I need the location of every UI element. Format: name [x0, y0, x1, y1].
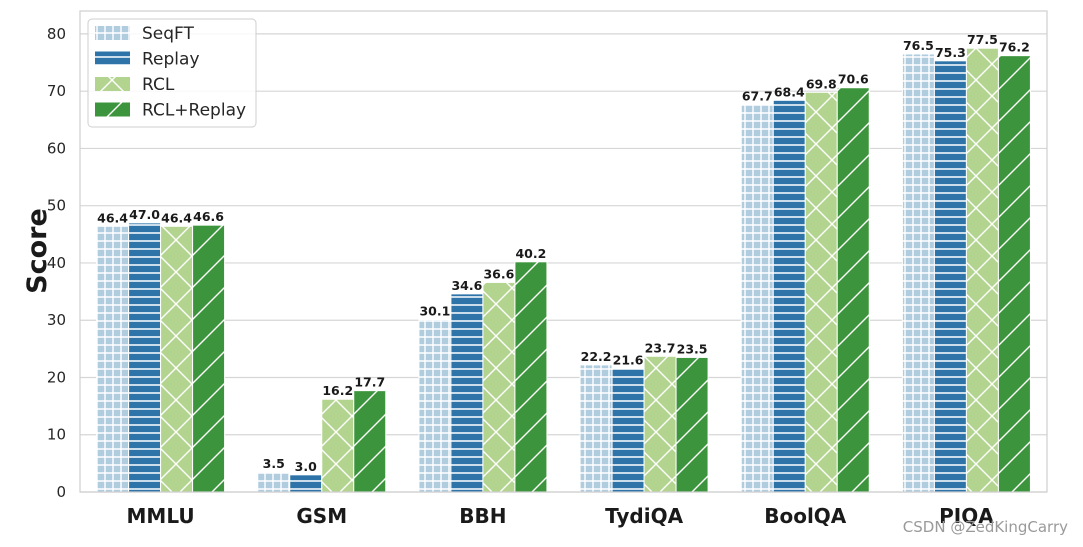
plot-frame [79, 10, 1048, 493]
data-label: 46.6 [193, 209, 224, 224]
bar-hatch [998, 55, 1031, 493]
data-label: 67.7 [742, 88, 773, 103]
data-label: 77.5 [967, 32, 998, 47]
legend-label: SeqFT [142, 24, 195, 44]
legend-swatch-hatch [95, 102, 130, 117]
data-label: 34.6 [451, 278, 482, 293]
bar-hatch [773, 100, 806, 492]
bar-hatch [257, 471, 290, 492]
data-label: 40.2 [515, 246, 546, 261]
x-tick-label: TydiQA [605, 504, 683, 528]
y-tick-label: 80 [47, 25, 66, 43]
y-tick-label: 60 [47, 139, 66, 157]
bar-hatch [805, 92, 838, 493]
data-label: 46.4 [161, 210, 192, 225]
bar-hatch [418, 319, 451, 492]
legend: SeqFT Replay RCL RCL+Replay [87, 18, 257, 128]
bar-hatch [644, 356, 677, 492]
bar-hatch [580, 364, 613, 492]
legend-swatch-hatch [95, 77, 130, 91]
bar-hatch [966, 48, 999, 492]
x-tick-label: BBH [459, 504, 506, 528]
data-label: 3.0 [295, 459, 317, 474]
bar-hatch [612, 368, 645, 492]
data-label: 75.3 [935, 45, 966, 60]
bar-hatch [96, 226, 129, 493]
y-tick-label: 0 [56, 483, 66, 501]
y-tick-label: 30 [47, 311, 66, 329]
bar-hatch [934, 60, 967, 492]
data-label: 69.8 [806, 76, 837, 91]
y-tick-label: 10 [47, 426, 66, 444]
bar-hatch [450, 293, 483, 492]
data-label: 21.6 [613, 352, 644, 367]
y-tick-label: 50 [47, 197, 66, 215]
bar-hatch [353, 390, 386, 492]
legend-label: RCL [142, 75, 175, 95]
gridlines [80, 33, 1047, 493]
watermark-text: CSDN @ZedKingCarry [903, 518, 1068, 536]
data-label: 70.6 [838, 72, 869, 87]
x-tick-label: GSM [296, 504, 347, 528]
legend-swatch-hatch [95, 51, 130, 66]
x-tick-label: MMLU [127, 504, 195, 528]
bar-hatch [160, 226, 193, 493]
y-tick-label: 40 [47, 254, 66, 272]
bar-hatch [676, 357, 709, 492]
data-label: 76.5 [903, 38, 934, 53]
data-label: 68.4 [774, 84, 805, 99]
bars [96, 47, 1031, 493]
x-tick-label: BoolQA [764, 504, 847, 528]
data-label: 76.2 [999, 40, 1030, 55]
data-label: 46.4 [97, 210, 128, 225]
bar-hatch [482, 282, 515, 492]
data-label: 30.1 [419, 304, 450, 319]
bar-hatch [128, 222, 161, 492]
bar-hatch [289, 474, 322, 492]
data-label: 17.7 [354, 375, 385, 390]
data-label: 23.7 [645, 340, 676, 355]
legend-label: Replay [142, 50, 200, 70]
x-tick-label: PIQA [939, 504, 994, 528]
y-tick-label: 20 [47, 368, 66, 386]
y-axis-label: Score [22, 208, 53, 294]
data-label: 23.5 [677, 341, 708, 356]
data-label: 3.5 [263, 456, 285, 471]
data-label: 36.6 [483, 266, 514, 281]
data-label: 22.2 [581, 349, 612, 364]
bar-hatch [837, 87, 870, 492]
bar-hatch [514, 261, 547, 492]
y-tick-label: 70 [47, 82, 66, 100]
legend-label: RCL+Replay [142, 101, 246, 121]
bar-hatch [192, 225, 225, 492]
data-labels: 46.4 47.0 46.4 46.63.5 3.016.217.730.134.636… [97, 32, 1030, 474]
bar-hatch [741, 104, 774, 492]
x-tick-labels: MMLU GSM BBH TydiQA BoolQA PIQA [127, 504, 995, 528]
y-tick-labels: 0 10 20 30 40 50 60 70 80 [47, 25, 66, 501]
data-label: 16.2 [322, 383, 353, 398]
data-label: 47.0 [129, 207, 160, 222]
legend-box [87, 18, 257, 128]
bar-hatch [321, 399, 354, 492]
bar-hatch [902, 53, 935, 492]
legend-swatch-hatch [95, 26, 130, 40]
